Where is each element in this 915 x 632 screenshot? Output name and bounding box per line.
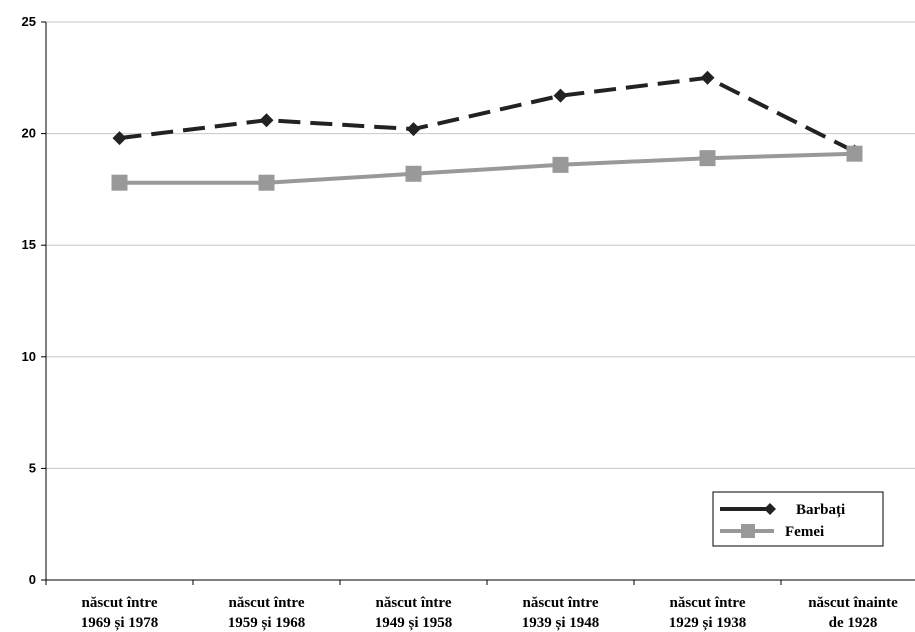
x-tick-label: născut înainte <box>808 595 898 611</box>
x-tick-label: 1939 și 1948 <box>522 615 600 631</box>
legend-marker-femei <box>741 524 755 538</box>
data-point-femei <box>405 165 422 182</box>
x-tick-label: 1959 și 1968 <box>228 615 306 631</box>
x-tick-label: 1929 și 1938 <box>669 615 747 631</box>
legend-label-barbati: Barbați <box>796 502 845 518</box>
x-tick-label: 1949 și 1958 <box>375 615 453 631</box>
gridlines <box>46 21 915 469</box>
data-point-femei <box>552 156 569 173</box>
series-line-barbati <box>119 75 856 154</box>
data-point-femei <box>111 174 128 191</box>
y-axis: 0 5 10 15 20 25 <box>22 14 47 587</box>
x-tick-label: născut între <box>523 595 599 611</box>
x-tick-label: născut între <box>82 595 158 611</box>
series-line-femei <box>119 151 855 185</box>
data-point-barbati <box>406 122 421 137</box>
legend-marker-barbati <box>764 503 776 515</box>
series-group <box>111 70 863 191</box>
y-tick-label: 20 <box>22 126 36 141</box>
y-tick-label: 15 <box>22 237 36 252</box>
data-point-barbati <box>700 70 715 85</box>
x-axis: născut între 1969 și 1978 născut între 1959… <box>45 579 915 631</box>
data-point-femei <box>258 174 275 191</box>
x-tick-label: 1969 și 1978 <box>81 615 159 631</box>
data-point-femei <box>846 145 863 162</box>
y-tick-label: 10 <box>22 349 36 364</box>
data-point-barbati <box>259 113 274 128</box>
y-tick-label: 25 <box>22 14 36 29</box>
y-tick-label: 5 <box>29 460 36 475</box>
x-tick-label: de 1928 <box>829 615 878 631</box>
x-tick-label: născut între <box>670 595 746 611</box>
data-point-femei <box>699 150 716 167</box>
y-tick-label: 0 <box>29 572 36 587</box>
x-tick-label: născut între <box>376 595 452 611</box>
legend: Barbați Femei <box>712 491 884 547</box>
data-point-barbati <box>553 88 568 103</box>
x-tick-label: născut între <box>229 595 305 611</box>
data-point-barbati <box>112 131 127 146</box>
legend-label-femei: Femei <box>785 524 824 540</box>
